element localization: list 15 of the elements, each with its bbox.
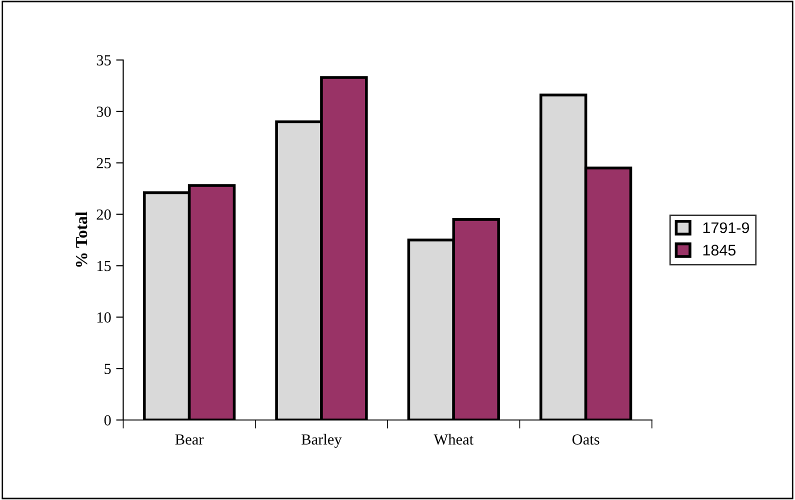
legend-label: 1791-9 (703, 222, 750, 234)
y-tick-label: 0 (104, 415, 111, 426)
y-tick-label: 20 (96, 209, 111, 220)
y-axis-title: % Total (75, 212, 88, 267)
legend-label: 1845 (703, 244, 736, 256)
y-tick-label: 10 (97, 312, 111, 323)
x-tick-label: Barley (302, 434, 342, 448)
x-tick-label: Wheat (434, 434, 474, 445)
x-tick-label: Bear (175, 434, 204, 445)
y-tick-label: 25 (96, 158, 111, 168)
y-tick-label: 30 (96, 106, 111, 117)
y-tick-label: 35 (96, 55, 111, 66)
x-tick-label: Oats (572, 434, 600, 445)
y-tick-label: 15 (97, 260, 111, 272)
y-tick-label: 5 (104, 364, 111, 374)
